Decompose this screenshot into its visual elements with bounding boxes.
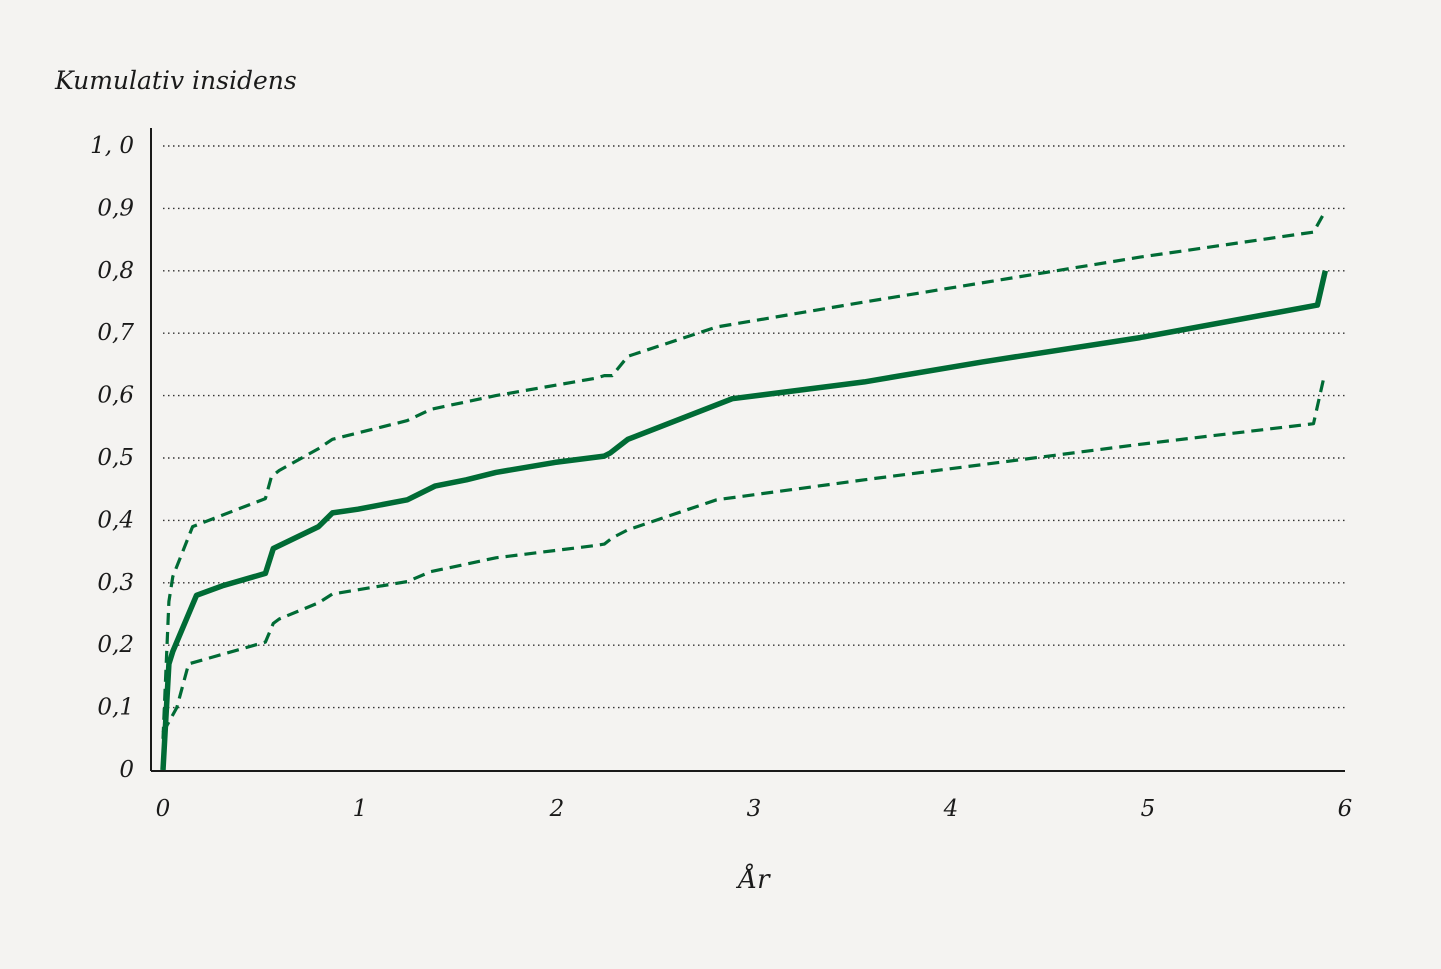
- confidence-bound-line: [161, 213, 1325, 739]
- y-tick-label: 0,8: [97, 258, 134, 284]
- x-tick-label: 6: [1338, 796, 1353, 822]
- x-tick-label: 2: [549, 796, 565, 822]
- y-tick-label: 0,7: [97, 320, 134, 346]
- x-tick-labels: 0 1 2 3 4 5 6: [156, 796, 1353, 822]
- y-tick-label: 0,1: [97, 695, 134, 721]
- x-tick-label: 0: [156, 796, 171, 822]
- y-tick-label: 0,9: [97, 195, 134, 221]
- confidence-bound-line: [161, 379, 1325, 734]
- y-tick-label: 0,4: [97, 507, 134, 533]
- y-tick-label: 0,2: [97, 632, 134, 658]
- series-lines: [160, 213, 1328, 771]
- y-tick-label: 0: [119, 757, 134, 783]
- x-tick-label: 5: [1141, 796, 1156, 822]
- gridlines: [163, 145, 1345, 709]
- y-tick-label: 1, 0: [90, 133, 134, 159]
- y-tick-label: 0,3: [97, 570, 134, 596]
- x-axis-title: År: [735, 863, 771, 895]
- estimate-line: [160, 270, 1328, 771]
- y-tick-label: 0,5: [97, 445, 134, 471]
- axes: [150, 128, 1345, 772]
- x-tick-label: 1: [353, 796, 368, 822]
- x-tick-label: 3: [747, 796, 762, 822]
- y-axis-title: Kumulativ insidens: [54, 66, 297, 95]
- y-tick-label: 0,6: [97, 383, 134, 409]
- x-tick-label: 4: [943, 796, 959, 822]
- y-tick-labels: 0 0,1 0,2 0,3 0,4 0,5 0,6 0,7 0,8 0,9 1, 0: [90, 133, 134, 783]
